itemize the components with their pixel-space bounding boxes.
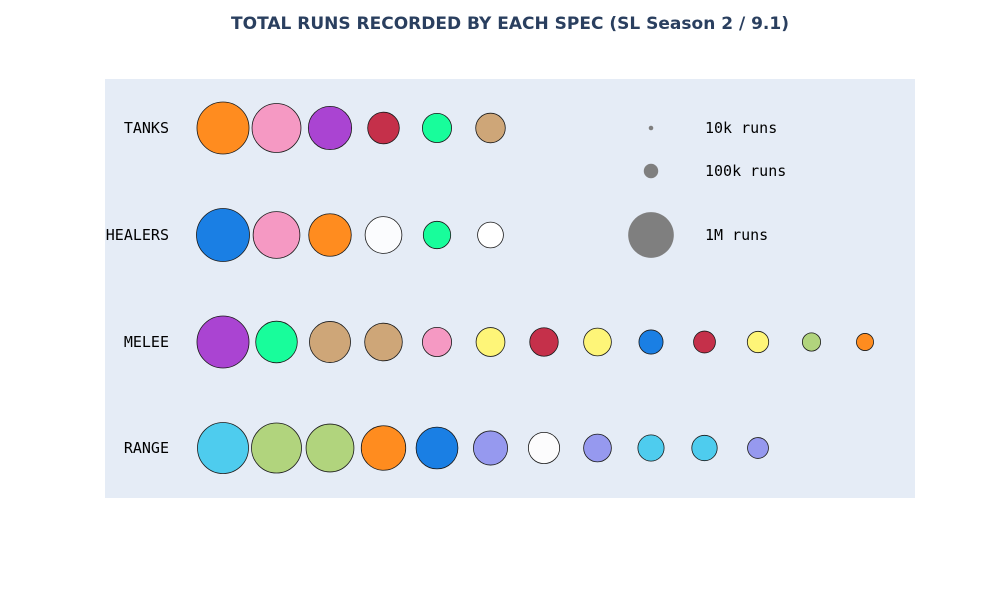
spec-bubble[interactable]	[307, 105, 353, 151]
legend-item: 1M runs	[628, 212, 768, 258]
spec-bubble[interactable]	[421, 326, 453, 358]
row-range: RANGE	[124, 422, 769, 474]
spec-bubble[interactable]	[583, 327, 612, 357]
row-healers: HEALERS	[106, 208, 504, 262]
legend-item: 100k runs	[643, 162, 786, 180]
spec-bubble[interactable]	[638, 329, 664, 355]
spec-bubble[interactable]	[255, 320, 298, 364]
spec-bubble[interactable]	[309, 321, 351, 363]
spec-bubble[interactable]	[364, 322, 403, 362]
spec-bubble[interactable]	[360, 425, 407, 471]
legend-item: 10k runs	[648, 119, 777, 137]
spec-bubble[interactable]	[251, 422, 302, 474]
spec-bubble[interactable]	[475, 112, 506, 144]
plot-area	[105, 79, 915, 498]
size-legend: 10k runs 100k runs 1M runs	[628, 119, 786, 258]
legend-marker	[648, 125, 654, 131]
spec-bubble[interactable]	[529, 327, 559, 357]
row-label: RANGE	[124, 439, 169, 457]
legend-marker	[628, 212, 674, 258]
spec-bubble[interactable]	[856, 333, 874, 351]
row-melee: MELEE	[124, 315, 874, 369]
spec-bubble[interactable]	[583, 433, 612, 463]
row-label: MELEE	[124, 333, 169, 351]
row-tanks: TANKS	[124, 101, 506, 155]
spec-bubble[interactable]	[637, 434, 665, 462]
spec-bubble[interactable]	[475, 327, 506, 357]
spec-bubble[interactable]	[693, 330, 716, 354]
row-label: HEALERS	[106, 226, 169, 244]
spec-bubble[interactable]	[473, 430, 508, 466]
spec-bubble[interactable]	[415, 426, 459, 470]
spec-bubble[interactable]	[477, 221, 504, 249]
legend-label: 1M runs	[705, 226, 768, 244]
spec-bubble[interactable]	[801, 332, 822, 352]
spec-bubble[interactable]	[252, 211, 301, 259]
chart-title: TOTAL RUNS RECORDED BY EACH SPEC (SL Sea…	[231, 14, 789, 34]
spec-bubble[interactable]	[746, 330, 770, 354]
legend-label: 100k runs	[705, 162, 786, 180]
spec-bubble[interactable]	[305, 423, 355, 473]
spec-bubble[interactable]	[197, 422, 249, 474]
spec-bubble[interactable]	[367, 111, 400, 145]
spec-bubble[interactable]	[747, 437, 769, 459]
spec-rows: TANKS HEALERS MELEE RANGE	[106, 101, 874, 474]
row-label: TANKS	[124, 119, 169, 137]
legend-marker	[643, 163, 659, 179]
spec-bubble[interactable]	[251, 103, 302, 153]
spec-bubble[interactable]	[421, 112, 453, 144]
spec-bubble[interactable]	[364, 216, 403, 254]
spec-bubble[interactable]	[196, 315, 250, 369]
spec-bubble[interactable]	[308, 213, 352, 257]
spec-bubble[interactable]	[422, 220, 452, 250]
legend-label: 10k runs	[705, 119, 777, 137]
spec-bubble[interactable]	[691, 434, 718, 462]
spec-bubble[interactable]	[196, 208, 250, 262]
spec-bubble[interactable]	[527, 431, 561, 465]
spec-bubble[interactable]	[196, 101, 250, 155]
